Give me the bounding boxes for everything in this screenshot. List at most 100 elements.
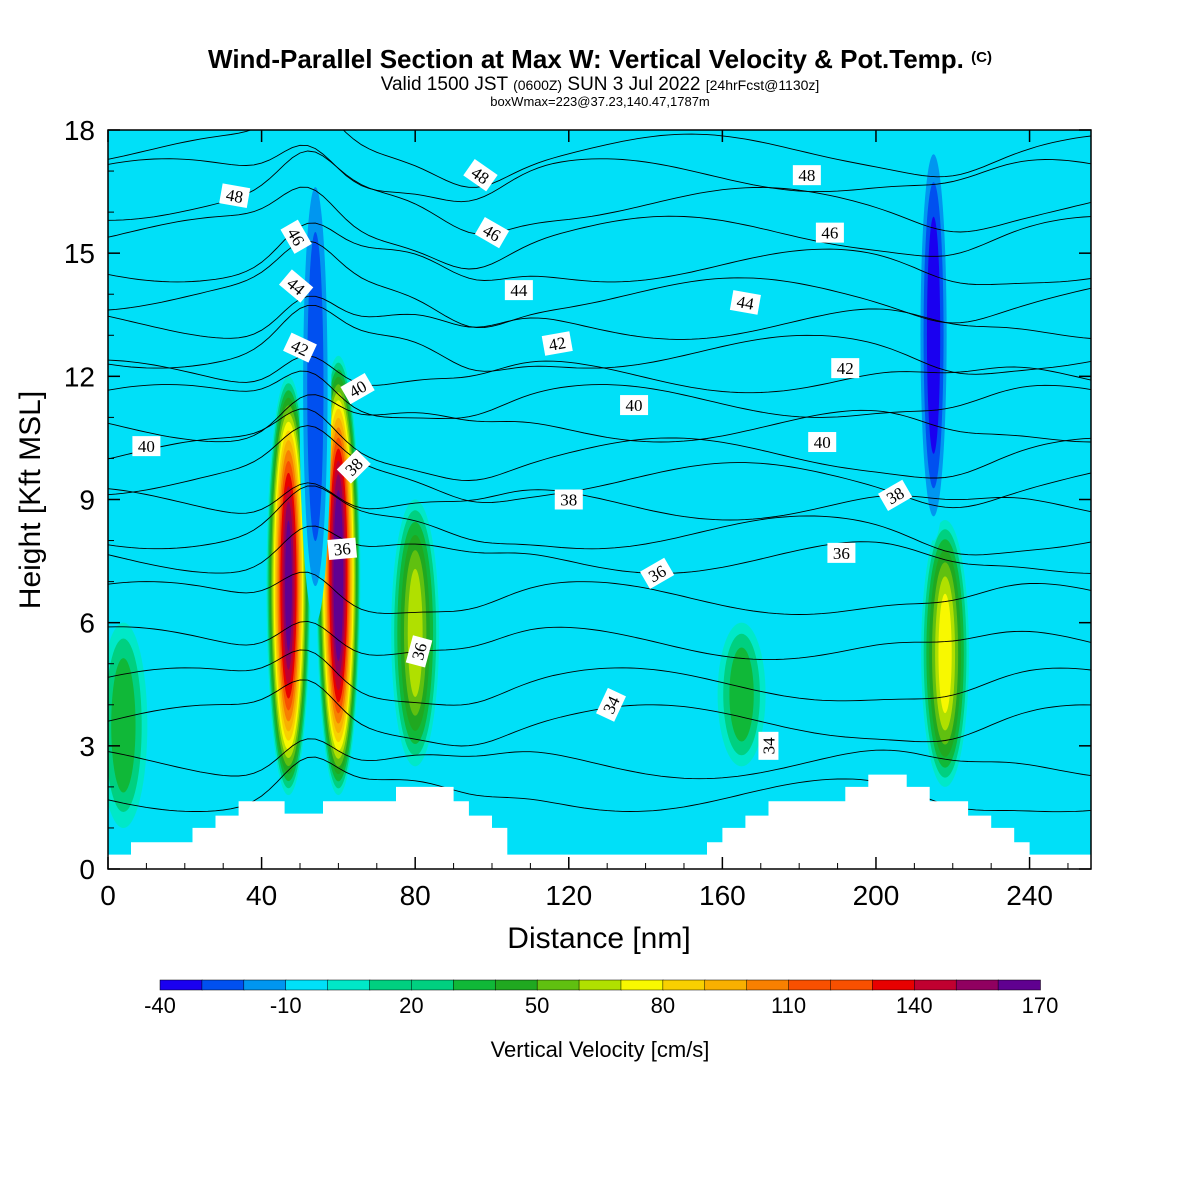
velocity-contour-fill: [938, 593, 952, 714]
colorbar-tick-label: -10: [270, 993, 302, 1018]
chart-title-text: Wind-Parallel Section at Max W: Vertical…: [208, 44, 964, 74]
theta-contour-line: [108, 144, 1091, 203]
colorbar-swatch: [578, 979, 622, 991]
theta-contour-line: [108, 525, 1091, 574]
colorbar-swatch: [830, 979, 874, 991]
terrain: [108, 774, 1091, 869]
theta-contour-line: [108, 295, 1091, 340]
svg-text:38: 38: [560, 491, 577, 510]
colorbar-swatch: [453, 979, 496, 991]
svg-text:36: 36: [408, 641, 431, 662]
svg-text:46: 46: [821, 224, 838, 243]
colorbar-swatch: [536, 979, 580, 991]
theta-contours: [108, 130, 1091, 813]
svg-text:48: 48: [798, 166, 815, 185]
theta-contour-line: [108, 186, 1091, 270]
svg-text:40: 40: [138, 437, 155, 456]
y-tick-label: 12: [64, 361, 95, 392]
theta-contour-line: [108, 620, 1091, 661]
theta-label-34: 34: [596, 687, 626, 722]
colorbar-swatch: [955, 979, 999, 991]
y-axis-label: Height [Kft MSL]: [14, 391, 47, 609]
theta-contour-line: [108, 130, 1091, 188]
colorbar-swatch: [159, 979, 203, 991]
copyright-mark: (C): [971, 49, 992, 66]
colorbar-swatch: [369, 979, 413, 991]
svg-text:44: 44: [510, 281, 528, 300]
theta-label-38: 38: [554, 489, 583, 510]
chart-subtitle: Valid 1500 JST (0600Z) SUN 3 Jul 2022 [2…: [0, 74, 1200, 96]
colorbar-swatch: [746, 979, 790, 991]
theta-contour-line: [108, 649, 1091, 706]
colorbar-swatch: [620, 979, 664, 991]
velocity-contour-fill: [285, 520, 292, 651]
x-tick-label: 80: [400, 880, 431, 911]
theta-label-36: 36: [827, 542, 856, 563]
colorbar-swatch: [662, 979, 706, 991]
theta-label-40: 40: [620, 395, 649, 416]
theta-contour-line: [108, 425, 1091, 509]
theta-label-34: 34: [758, 731, 779, 760]
colorbar-label: Vertical Velocity [cm/s]: [491, 1037, 710, 1062]
theta-contour-line: [108, 485, 1091, 556]
colorbar-swatch: [494, 979, 538, 991]
theta-contour-line: [108, 222, 1091, 286]
colorbar-tick-label: 170: [1022, 993, 1059, 1018]
theta-label-46: 46: [815, 222, 844, 243]
y-tick-label: 3: [79, 731, 95, 762]
colorbar-swatch: [285, 979, 329, 991]
x-tick-label: 0: [100, 880, 116, 911]
svg-text:36: 36: [333, 539, 352, 559]
valid-date: SUN 3 Jul 2022: [567, 74, 701, 95]
colorbar-tick-label: 80: [651, 993, 675, 1018]
svg-text:42: 42: [547, 333, 567, 355]
theta-label-40: 40: [132, 436, 161, 457]
svg-text:34: 34: [759, 737, 778, 755]
colorbar-swatch: [327, 979, 371, 991]
colorbar-swatch: [201, 979, 245, 991]
theta-contour-line: [108, 150, 1091, 235]
theta-label-38: 38: [878, 479, 913, 512]
theta-contour-line: [108, 240, 1091, 329]
colorbar-tick-label: 20: [399, 993, 423, 1018]
colorbar-swatch: [243, 979, 287, 991]
colorbar-tick-label: 140: [896, 993, 933, 1018]
velocity-contour-fill: [729, 647, 754, 742]
velocity-contour-fill: [111, 658, 136, 793]
velocity-contour-fill: [407, 568, 423, 698]
valid-prefix: Valid 1500 JST: [380, 74, 508, 95]
theta-contour-line: [108, 738, 1091, 780]
x-tick-label: 160: [699, 880, 746, 911]
theta-label-48: 48: [792, 165, 821, 186]
theta-label-42: 42: [831, 358, 860, 379]
theta-label-48: 48: [219, 183, 251, 208]
svg-text:42: 42: [837, 359, 854, 378]
theta-label-36: 36: [327, 537, 358, 560]
svg-text:48: 48: [225, 185, 245, 207]
y-tick-label: 18: [64, 115, 95, 146]
y-tick-label: 0: [79, 854, 95, 885]
theta-contour-line: [108, 482, 1091, 521]
svg-text:40: 40: [626, 396, 643, 415]
colorbar-swatch: [411, 979, 455, 991]
velocity-contour-fill: [926, 216, 941, 454]
svg-text:36: 36: [833, 544, 850, 563]
x-tick-label: 120: [545, 880, 592, 911]
colorbar-tick-label: 50: [525, 993, 549, 1018]
theta-contour-line: [108, 408, 1091, 481]
theta-label-42: 42: [283, 332, 317, 363]
boxwmax-info: boxWmax=223@37.23,140.47,1787m: [490, 94, 710, 109]
colorbar-swatch: [872, 979, 916, 991]
theta-label-40: 40: [808, 432, 837, 453]
x-tick-label: 200: [853, 880, 900, 911]
y-tick-label: 6: [79, 608, 95, 639]
forecast-info: [24hrFcst@1130z]: [705, 77, 820, 93]
velocity-contour-fill: [307, 232, 324, 542]
theta-contour-line: [108, 394, 1091, 443]
colorbar-swatch: [704, 979, 748, 991]
colorbar-tick-label: 110: [771, 993, 806, 1018]
theta-label-44: 44: [504, 280, 533, 301]
svg-text:42: 42: [288, 336, 311, 360]
